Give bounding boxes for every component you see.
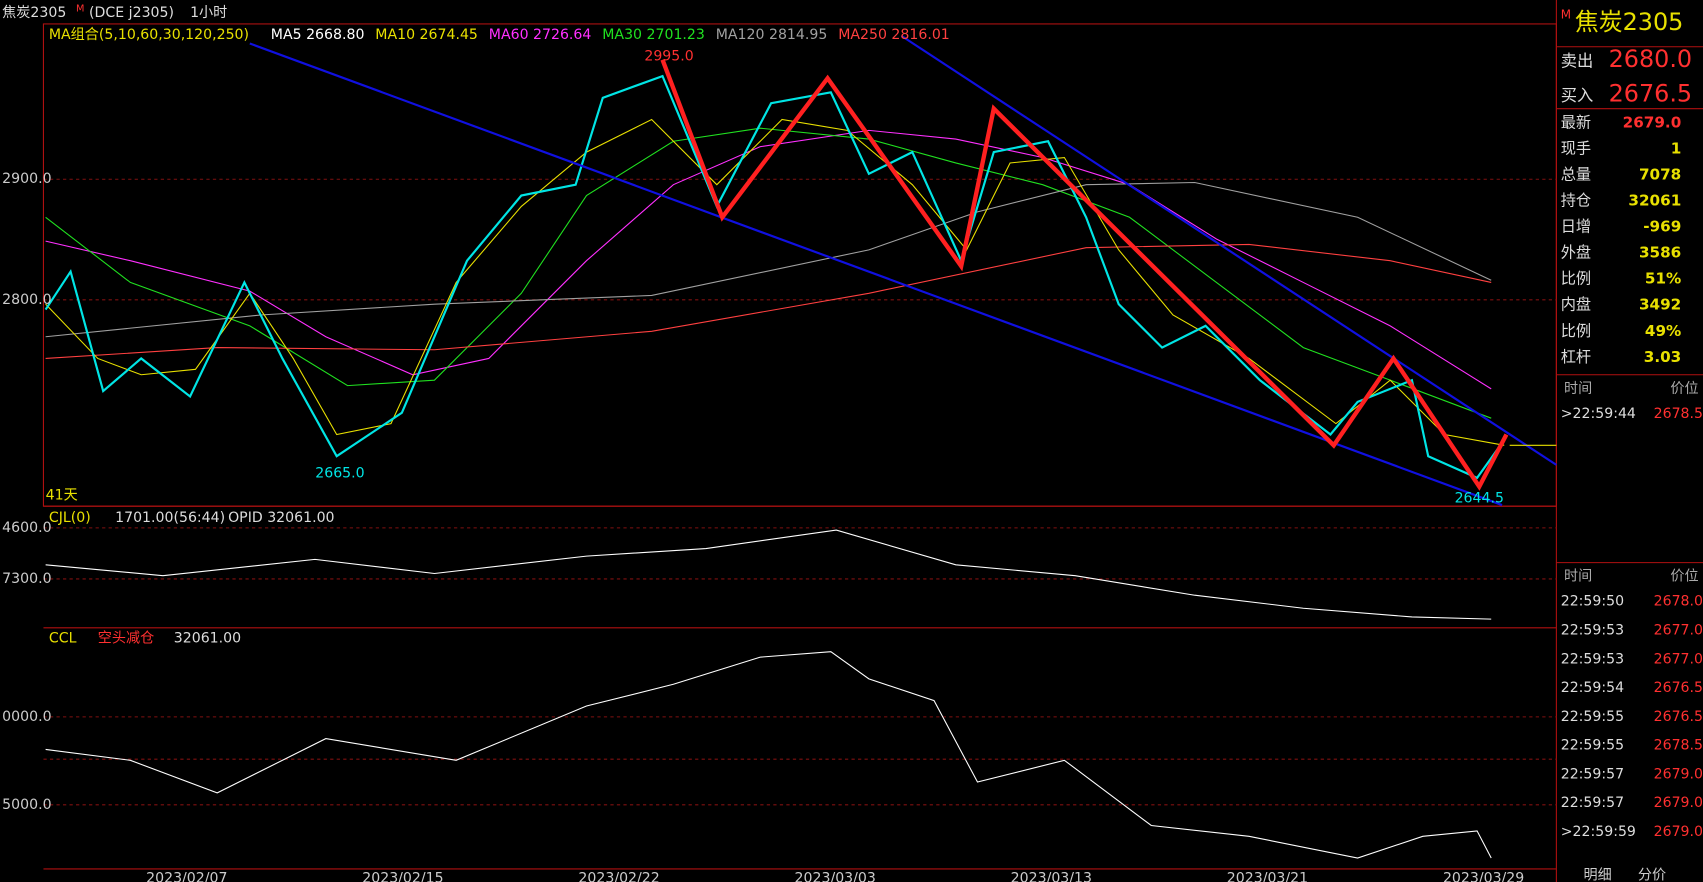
- table-header: 价位: [1670, 569, 1698, 585]
- tick-price: 2678.5: [1654, 406, 1703, 422]
- quote-label: 总量: [1561, 165, 1591, 183]
- table-header: 价位: [1670, 381, 1698, 397]
- quote-value: 7078: [1639, 165, 1681, 183]
- quote-label: 杠杆: [1561, 348, 1591, 366]
- quote-label: 比例: [1561, 270, 1591, 288]
- tick-price: 2676.5: [1654, 709, 1703, 725]
- axis-label: 2900.0: [2, 171, 51, 187]
- tick-price: 2678.0: [1654, 594, 1703, 610]
- quote-value: 3492: [1639, 296, 1681, 314]
- tick-time: 22:59:53: [1561, 623, 1624, 639]
- tick-time: 22:59:57: [1561, 795, 1624, 811]
- quote-value: 3.03: [1644, 348, 1681, 366]
- quote-label: 外盘: [1561, 244, 1591, 262]
- tick-price: 2679.0: [1654, 824, 1703, 840]
- quote-value: -969: [1643, 218, 1681, 236]
- period[interactable]: 1小时: [190, 5, 227, 21]
- quote-value: 3586: [1639, 244, 1681, 262]
- ma-legend-item: MA60 2726.64: [489, 27, 592, 43]
- tick-price: 2679.0: [1654, 766, 1703, 782]
- tick-time: 22:59:55: [1561, 738, 1624, 754]
- quote-label: 现手: [1561, 139, 1591, 157]
- date-label: 2023/03/21: [1227, 871, 1308, 882]
- annotation: 41天: [46, 487, 78, 503]
- annotation: 2995.0: [644, 49, 693, 65]
- panel-tag: 空头减仓: [98, 631, 154, 647]
- axis-label: 2800.0: [2, 292, 51, 308]
- axis-label: 0000.0: [2, 709, 51, 725]
- frames: [42, 0, 1703, 882]
- date-label: 2023/03/29: [1443, 871, 1524, 882]
- quote-label: 内盘: [1561, 296, 1591, 314]
- buy-price: 2676.5: [1609, 80, 1693, 108]
- panel-value: OPID 32061.00: [228, 510, 334, 526]
- code: (DCE j2305): [89, 5, 174, 21]
- tab[interactable]: 分价: [1638, 867, 1666, 882]
- quote-label: 最新: [1561, 113, 1591, 131]
- panel-value: 32061.00: [174, 631, 241, 647]
- ma-legend-item: MA10 2674.45: [375, 27, 478, 43]
- table-header: 时间: [1564, 381, 1592, 397]
- tick-time: >22:59:59: [1561, 824, 1636, 840]
- tick-time: 22:59:54: [1561, 680, 1624, 696]
- ma-label[interactable]: MA组合(5,10,60,30,120,250): [49, 27, 249, 43]
- sell-label: 卖出: [1561, 51, 1594, 70]
- date-label: 2023/02/15: [362, 871, 443, 882]
- chart-lines: [44, 34, 1557, 859]
- tick-price: 2677.0: [1654, 651, 1703, 667]
- panel-label[interactable]: CCL: [49, 631, 77, 647]
- date-label: 2023/03/03: [795, 871, 876, 882]
- tick-price: 2678.5: [1654, 738, 1703, 754]
- tab[interactable]: 明细: [1584, 867, 1612, 882]
- ma-legend-item: MA250 2816.01: [838, 27, 950, 43]
- tick-time: 22:59:50: [1561, 594, 1624, 610]
- tick-time: 22:59:57: [1561, 766, 1624, 782]
- table-header: 时间: [1564, 569, 1592, 585]
- axis-label: 5000.0: [2, 797, 51, 813]
- panel-value: 1701.00(56:44): [115, 510, 225, 526]
- ma-legend-item: MA5 2668.80: [271, 27, 365, 43]
- quote-label: 日增: [1561, 218, 1591, 236]
- sell-price: 2680.0: [1609, 45, 1693, 73]
- date-label: 2023/02/07: [146, 871, 227, 882]
- buy-label: 买入: [1561, 86, 1594, 105]
- quote-label: 持仓: [1561, 191, 1591, 209]
- quote-value: 2679.0: [1623, 113, 1682, 131]
- tick-time: >22:59:44: [1561, 406, 1636, 422]
- quote-value: 51%: [1645, 270, 1681, 288]
- date-label: 2023/02/22: [578, 871, 659, 882]
- tick-time: 22:59:55: [1561, 709, 1624, 725]
- tick-time: 22:59:53: [1561, 651, 1624, 667]
- tick-price: 2676.5: [1654, 680, 1703, 696]
- quote-value: 49%: [1645, 322, 1681, 340]
- tick-price: 2679.0: [1654, 795, 1703, 811]
- ma-legend-item: MA120 2814.95: [716, 27, 828, 43]
- title: 焦炭2305: [2, 5, 66, 21]
- quote-value: 1: [1671, 139, 1682, 157]
- ma-legend-item: MA30 2701.23: [602, 27, 705, 43]
- annotation: 2665.0: [315, 466, 364, 482]
- quote-value: 32061: [1628, 191, 1681, 209]
- date-label: 2023/03/13: [1011, 871, 1092, 882]
- axis-label: 4600.0: [2, 520, 51, 536]
- flag: M: [1561, 8, 1571, 22]
- quote-label: 比例: [1561, 322, 1591, 340]
- annotation: 2644.5: [1455, 491, 1504, 507]
- symbol: 焦炭2305: [1575, 8, 1684, 36]
- tick-price: 2677.0: [1654, 623, 1703, 639]
- panel-label[interactable]: CJL(0): [49, 510, 91, 526]
- flag: M: [76, 4, 84, 15]
- axis-label: 7300.0: [2, 571, 51, 587]
